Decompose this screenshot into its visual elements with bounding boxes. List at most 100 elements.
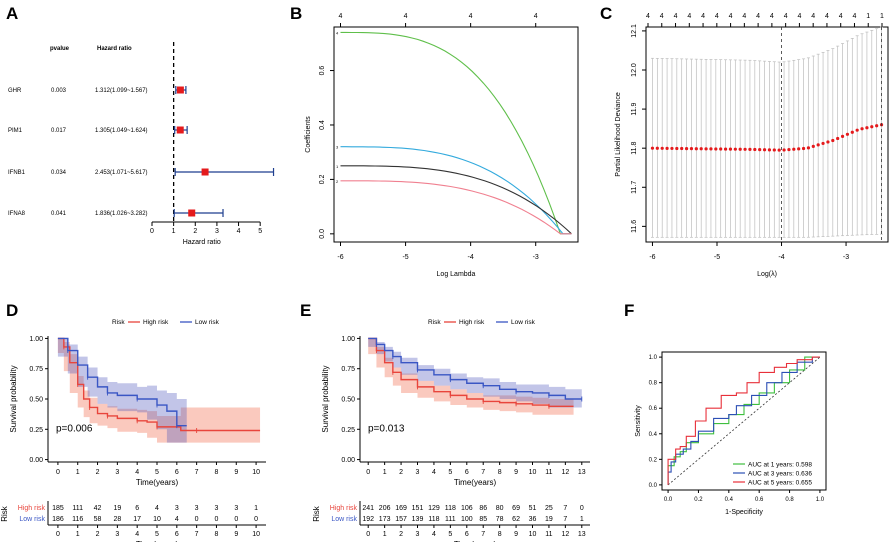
risk-x-tick-label: 1 — [76, 531, 80, 538]
risk-x-tick-label: 13 — [578, 531, 586, 538]
pvalue-label: p=0.006 — [56, 423, 93, 434]
risk-count: 7 — [563, 505, 567, 512]
y-tick-label: 0.2 — [649, 457, 658, 463]
pvalue-label: p=0.013 — [368, 423, 405, 434]
gene-label: PIM1 — [8, 128, 23, 134]
top-tick-label: 4 — [770, 13, 774, 20]
x-tick-label: 4 — [135, 469, 139, 476]
forest-plot-panel: pvalue Hazard ratio GHR 0.003 1.312(1.099~1.… — [8, 42, 275, 246]
y-tick-label: 0.75 — [341, 366, 355, 373]
risk-x-tick-label: 3 — [115, 531, 119, 538]
risk-count: 4 — [175, 516, 179, 523]
coef-path — [340, 165, 572, 235]
risk-count: 19 — [545, 516, 553, 523]
risk-x-tick-label: 5 — [448, 531, 452, 538]
risk-count: 192 — [362, 516, 374, 523]
risk-count: 169 — [395, 505, 407, 512]
risk-x-axis-title: Time(years) — [136, 540, 179, 542]
risk-count: 6 — [135, 505, 139, 512]
risk-count: 185 — [52, 505, 64, 512]
y-tick-label: 0.0 — [319, 229, 326, 239]
x-tick-label: 1 — [383, 469, 387, 476]
cv-point — [719, 147, 723, 151]
x-axis-title: 1-Specificity — [725, 509, 763, 516]
x-tick-label: 5 — [155, 469, 159, 476]
x-tick-label: 7 — [481, 469, 485, 476]
risk-count: 36 — [529, 516, 537, 523]
risk-count: 4 — [155, 505, 159, 512]
risk-count: 78 — [496, 516, 504, 523]
x-tick-label: -5 — [402, 254, 408, 261]
x-tick-label: 0.0 — [664, 497, 673, 503]
top-tick-label: 1 — [866, 13, 870, 20]
y-tick-label: 0.0 — [649, 483, 658, 489]
cv-point — [733, 147, 737, 151]
legend-title: Risk — [112, 319, 125, 326]
x-tick-label: 1.0 — [816, 497, 825, 503]
legend-title: Risk — [428, 319, 441, 326]
cv-point — [704, 147, 708, 151]
top-tick-label: 4 — [784, 13, 788, 20]
y-tick-label: 0.50 — [29, 397, 43, 404]
y-tick-label: 12.1 — [631, 24, 638, 38]
x-tick-label: 3 — [416, 469, 420, 476]
roc-panel: 0.0 0.2 0.4 0.6 0.8 1.0 0.0 0.2 0.4 0.6 0.8 1.0 1-Sp… — [635, 351, 827, 516]
x-tick-label: 7 — [195, 469, 199, 476]
x-tick-label: 0 — [366, 469, 370, 476]
y-tick-label: 1.0 — [649, 355, 658, 361]
x-tick-label: 6 — [175, 469, 179, 476]
cv-point — [836, 136, 840, 141]
risk-count: 0 — [254, 516, 258, 523]
risk-x-tick-label: 5 — [155, 531, 159, 538]
x-axis-title: Time(years) — [454, 478, 497, 487]
risk-count: 51 — [529, 505, 537, 512]
x-tick-label: 3 — [215, 228, 219, 235]
x-tick-label: -6 — [337, 254, 343, 261]
cv-point — [767, 148, 772, 152]
x-tick-label: -4 — [778, 254, 784, 261]
risk-count: 85 — [479, 516, 487, 523]
risk-count: 129 — [428, 505, 440, 512]
cv-point — [689, 147, 694, 151]
top-tick-label: 4 — [687, 13, 691, 20]
y-tick-label: 1.00 — [341, 336, 355, 343]
y-tick-label: 0.00 — [341, 457, 355, 464]
cv-point — [660, 146, 664, 150]
x-tick-label: 8 — [498, 469, 502, 476]
y-axis-title: Coefficients — [305, 116, 312, 153]
plot-frame — [333, 26, 579, 243]
x-tick-label: 0.2 — [694, 497, 703, 503]
risk-row-label: High risk — [330, 505, 358, 512]
risk-x-tick-label: 11 — [545, 531, 552, 538]
cv-point — [748, 147, 752, 151]
top-tick-label: 4 — [811, 13, 815, 20]
risk-count: 139 — [412, 516, 424, 523]
x-tick-label: 10 — [529, 469, 537, 476]
ci-band — [57, 338, 187, 443]
x-tick-label: 4 — [432, 469, 436, 476]
y-axis-title: Survival probability — [321, 365, 330, 432]
risk-row-label: Low risk — [331, 516, 357, 523]
top-tick-label: 4 — [839, 13, 843, 20]
cv-point — [850, 130, 854, 134]
risk-x-tick-label: 8 — [215, 531, 219, 538]
risk-x-tick-label: 2 — [96, 531, 100, 538]
pvalue-header: pvalue — [50, 46, 70, 52]
coef-path — [340, 146, 572, 235]
pvalue-cell: 0.003 — [51, 88, 67, 94]
x-tick-label: 6 — [465, 469, 469, 476]
risk-count: 111 — [445, 516, 456, 523]
cv-point — [801, 146, 806, 151]
cv-point — [845, 132, 850, 136]
risk-count: 0 — [195, 516, 199, 523]
risk-x-tick-label: 4 — [432, 531, 436, 538]
cv-point — [723, 147, 728, 151]
x-tick-label: 9 — [234, 469, 238, 476]
x-tick-label: 13 — [578, 469, 586, 476]
risk-count: 1 — [580, 516, 584, 523]
top-tick-label: 1 — [880, 13, 884, 20]
cv-point — [655, 146, 659, 150]
coef-index-label: 1 — [336, 164, 339, 169]
risk-count: 42 — [94, 505, 102, 512]
x-axis-title: Time(years) — [136, 478, 179, 487]
